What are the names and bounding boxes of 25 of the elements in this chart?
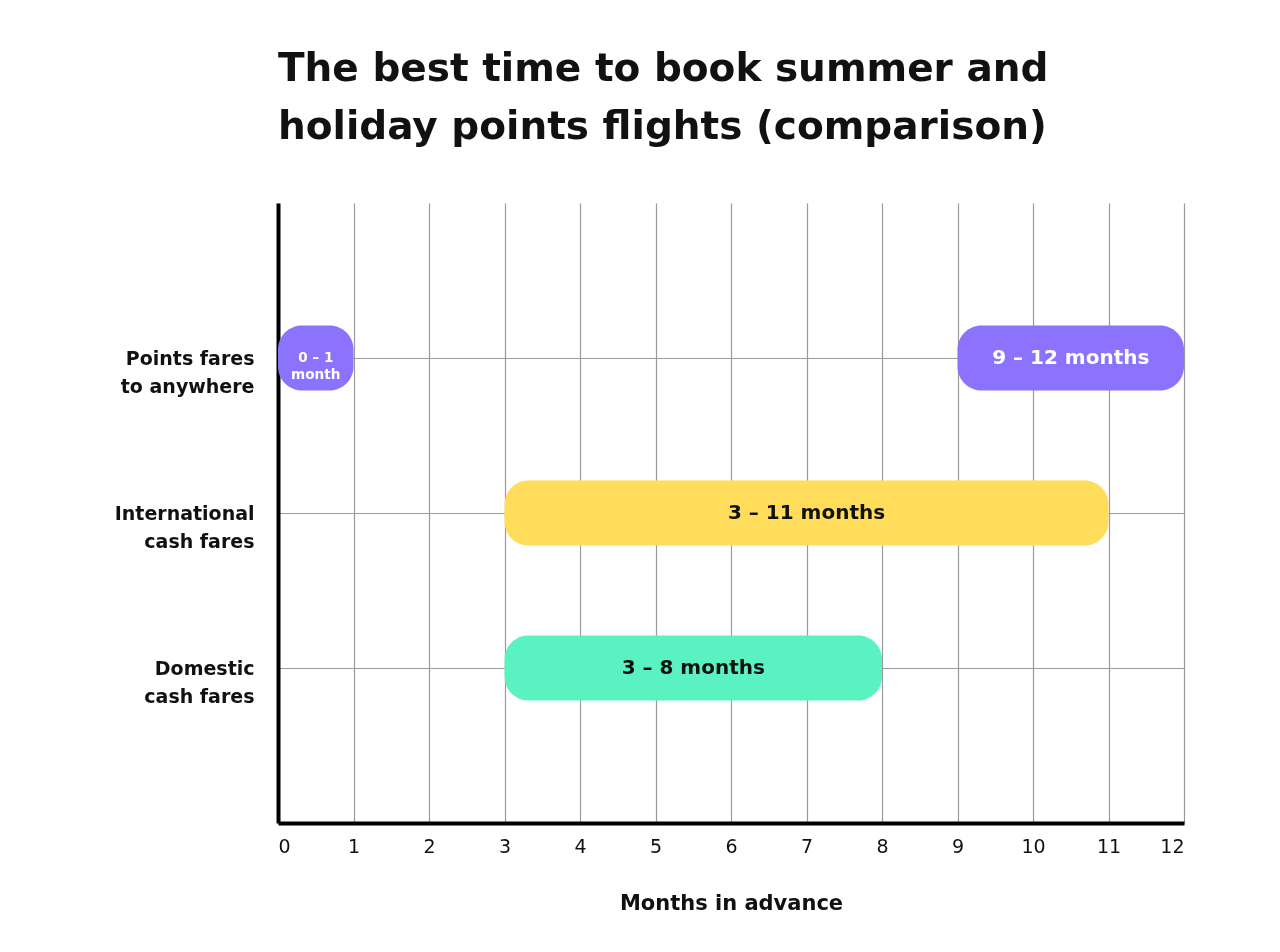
bar [504, 480, 1109, 546]
bar [504, 635, 882, 701]
x-tick-label: 9 [951, 834, 965, 857]
x-tick-label: 11 [1096, 834, 1122, 857]
x-tick-label: 10 [1021, 834, 1046, 857]
x-tick-label: 0 [278, 834, 291, 857]
x-tick-label: 7 [800, 834, 814, 857]
y-tick-label: Points fares to anywhere [120, 346, 255, 397]
y-tick-label: Domestic cash fares [144, 656, 255, 707]
x-tick-label: 12 [1160, 834, 1185, 857]
x-axis-title: Months in advance [619, 890, 844, 915]
chart-title: The best time to book summer and holiday points flights (comparison) [278, 45, 1049, 148]
bar [957, 325, 1184, 391]
x-tick-label: 2 [423, 834, 436, 857]
annotation: 3 – 11 months [727, 500, 886, 524]
x-tick-label: 5 [649, 834, 663, 857]
annotation: 3 – 8 months [621, 655, 765, 679]
x-tick-label: 3 [498, 834, 512, 857]
x-tick-label: 6 [725, 834, 738, 857]
annotation: 9 – 12 months [992, 345, 1150, 369]
x-tick-label: 1 [347, 834, 361, 857]
y-tick-label: International cash fares [114, 501, 255, 552]
annotation: 0 – 1 month [291, 349, 341, 382]
x-tick-label: 8 [876, 834, 889, 857]
x-tick-label: 4 [574, 834, 587, 857]
